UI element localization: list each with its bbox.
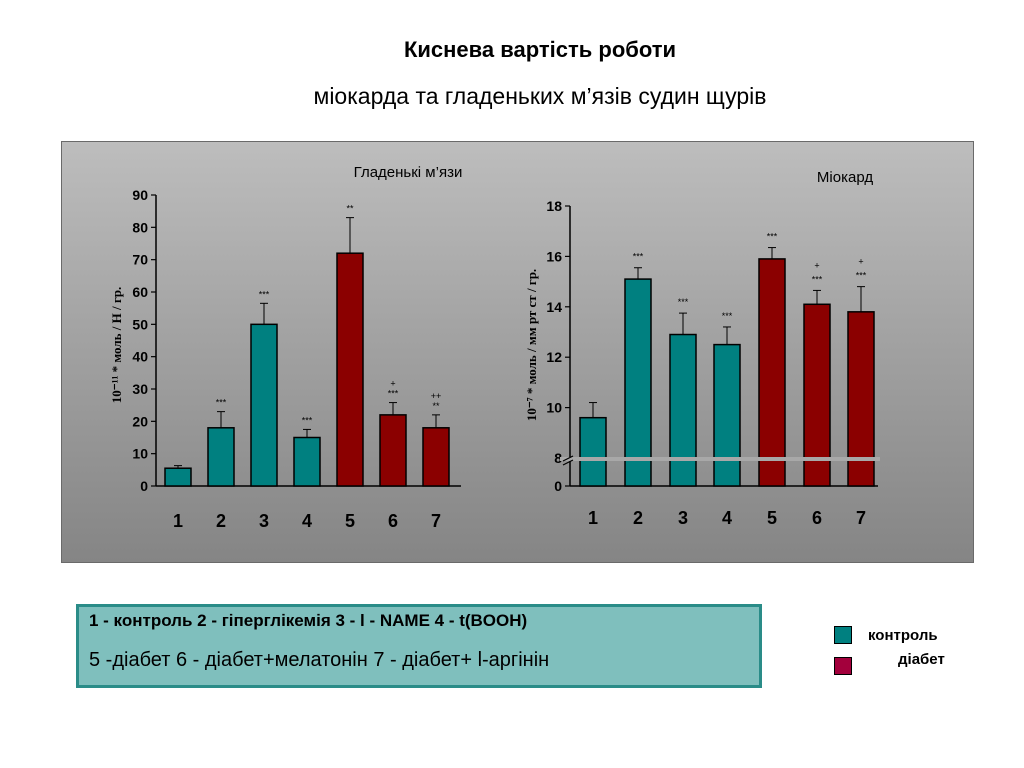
chart1-ytick-label: 30	[132, 381, 148, 397]
chart2-significance: ***	[722, 311, 733, 321]
chart2-ytick-label: 0	[554, 478, 562, 494]
chart1-significance: ***	[302, 415, 313, 425]
chart1-bar-1	[164, 467, 192, 487]
chart2-xtick-label: 7	[856, 508, 866, 528]
chart2-bar-3	[669, 333, 697, 487]
chart1-significance: **	[432, 401, 440, 411]
chart1-xtick-label: 7	[431, 511, 441, 531]
chart2-bar-5	[758, 258, 786, 487]
chart1-significance: **	[346, 204, 354, 214]
chart2-xtick-label: 2	[633, 508, 643, 528]
chart2-bar-4	[713, 343, 741, 487]
chart2-significance: ***	[767, 232, 778, 242]
chart1-xtick-label: 2	[216, 511, 226, 531]
chart1-significance: ***	[388, 389, 399, 399]
group-legend-line-2: 5 -діабет 6 - діабет+мелатонін 7 - діабе…	[89, 649, 550, 671]
chart1-bar-5	[336, 252, 364, 487]
chart2-significance: +	[858, 257, 863, 267]
chart1-ytick-label: 80	[132, 219, 148, 235]
chart1-ytick-label: 20	[132, 413, 148, 429]
chart-smooth-muscle: Гладенькі м’язи 0 10 20 30 40 50 60 70 80 90 10⁻¹¹ …	[109, 164, 462, 531]
legend-label-diabetes: діабет	[898, 651, 945, 668]
chart2-ytick-label: 12	[546, 349, 562, 365]
chart2-significance: ***	[633, 252, 644, 262]
chart2-xtick-label: 5	[767, 508, 777, 528]
chart2-ylabel: 10⁻⁷ * моль / мм рт ст / гр.	[524, 269, 539, 421]
chart2-ytick-label: 14	[546, 299, 562, 315]
chart2-bar-7	[847, 311, 875, 487]
chart2-significance: ***	[856, 271, 867, 281]
chart1-significance: ***	[216, 398, 227, 408]
chart1-ytick-label: 40	[132, 349, 148, 365]
chart2-xtick-label: 4	[722, 508, 732, 528]
chart2-xtick-label: 3	[678, 508, 688, 528]
chart2-significance: ***	[812, 274, 823, 284]
chart2-title: Міокард	[817, 169, 873, 186]
slide-title: Киснева вартість роботи	[403, 37, 677, 62]
chart1-bar-6	[379, 414, 407, 487]
chart2-ytick-label: 10	[546, 400, 562, 416]
legend-swatch-diabetes	[834, 657, 852, 675]
chart1-ytick-label: 50	[132, 316, 148, 332]
chart1-ytick-label: 70	[132, 252, 148, 268]
chart2-significance: ***	[678, 297, 689, 307]
chart2-axis-break	[560, 457, 880, 461]
chart1-ytick-label: 10	[132, 446, 148, 462]
chart2-ytick-label: 8	[554, 450, 562, 466]
chart1-xtick-label: 4	[302, 511, 312, 531]
chart1-bar-3	[250, 323, 278, 487]
chart2-significance: +	[814, 260, 819, 270]
legend-swatch-control	[834, 626, 852, 644]
group-legend-box: 1 - контроль 2 - гіперглікемія 3 - l - N…	[76, 604, 762, 688]
chart1-bar-4	[293, 436, 321, 487]
chart2-break-mark	[562, 459, 574, 466]
chart1-bar-2	[207, 427, 235, 487]
chart2-break-mark	[562, 455, 574, 462]
group-legend-line-1: 1 - контроль 2 - гіперглікемія 3 - l - N…	[89, 611, 528, 630]
chart2-bar-2	[624, 278, 652, 487]
chart1-xtick-label: 3	[259, 511, 269, 531]
chart2-xtick-label: 6	[812, 508, 822, 528]
chart1-title: Гладенькі м’язи	[354, 164, 463, 181]
chart1-xtick-label: 5	[345, 511, 355, 531]
chart2-ytick-label: 18	[546, 198, 562, 214]
chart2-bar-6	[803, 303, 831, 487]
chart2-ytick-label: 16	[546, 248, 562, 264]
chart2-bar-1	[579, 416, 607, 487]
chart1-xtick-label: 6	[388, 511, 398, 531]
chart1-ytick-label: 60	[132, 284, 148, 300]
chart1-ylabel: 10⁻¹¹ * моль / Н / гр.	[109, 287, 124, 404]
chart1-significance: ***	[259, 289, 270, 299]
chart1-significance: +	[390, 379, 395, 389]
chart1-xtick-label: 1	[173, 511, 183, 531]
chart1-ytick-label: 0	[140, 478, 148, 494]
slide-subtitle: міокарда та гладеньких м’язів судин щурі…	[313, 83, 767, 109]
chart1-ytick-label: 90	[132, 187, 148, 203]
chart1-bar-7	[422, 427, 450, 487]
chart1-significance: ++	[431, 391, 442, 401]
chart2-xtick-label: 1	[588, 508, 598, 528]
legend-label-control: контроль	[868, 627, 938, 644]
